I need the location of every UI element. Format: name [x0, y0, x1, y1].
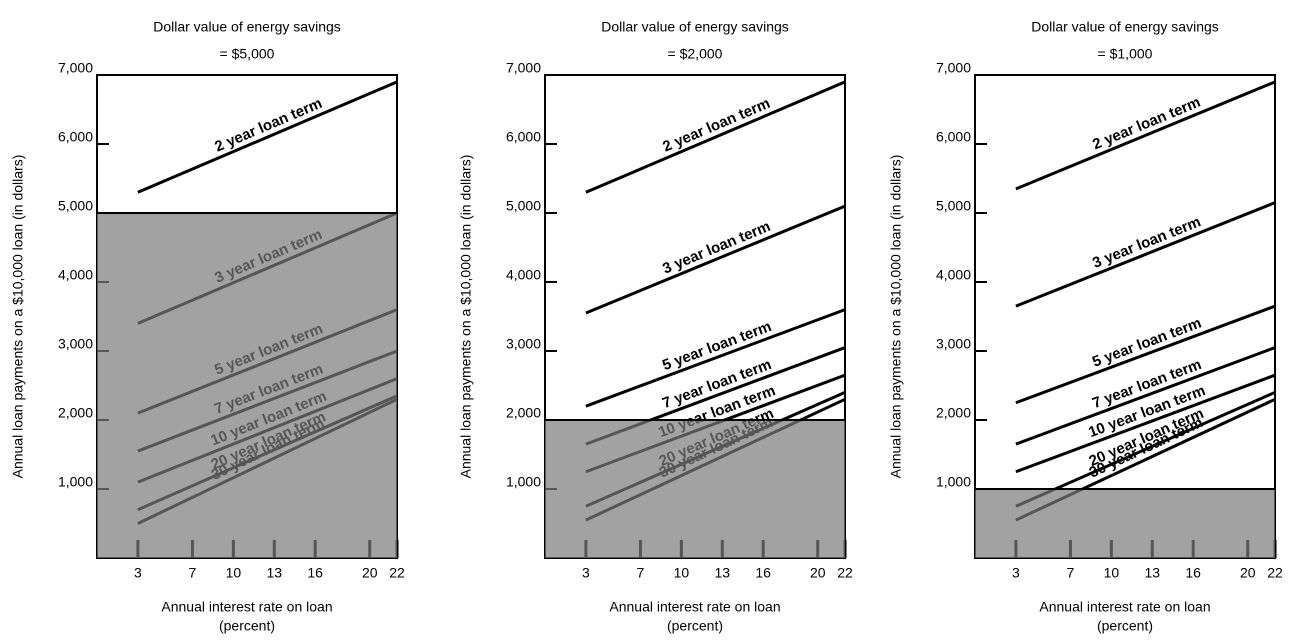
series-label: 3 year loan term — [1090, 213, 1203, 271]
y-tick-label: 4,000 — [936, 267, 971, 283]
y-tick-label: 6,000 — [936, 129, 971, 145]
x-tick-label: 7 — [637, 565, 645, 581]
x-tick-label: 20 — [810, 565, 826, 581]
x-axis-label: Annual interest rate on loan — [161, 599, 332, 615]
series-label: 2 year loan term — [660, 95, 773, 156]
y-axis-label: Annual loan payments on a $10,000 loan (… — [458, 155, 474, 479]
x-tick-label: 16 — [755, 565, 771, 581]
loan-line — [585, 80, 846, 194]
savings-shade — [97, 213, 397, 558]
y-tick-label: 2,000 — [58, 405, 93, 421]
y-tick-label: 1,000 — [936, 474, 971, 490]
savings-shade — [975, 489, 1275, 558]
x-tick-label: 20 — [1240, 565, 1256, 581]
y-tick-label: 2,000 — [936, 405, 971, 421]
x-tick-label: 13 — [714, 565, 730, 581]
x-tick-label: 13 — [266, 565, 282, 581]
x-tick-label: 3 — [1012, 565, 1020, 581]
series-label: 3 year loan term — [660, 218, 773, 278]
title: Dollar value of energy savings — [1031, 19, 1219, 35]
x-tick-label: 10 — [1104, 565, 1120, 581]
y-axis-label: Annual loan payments on a $10,000 loan (… — [888, 155, 904, 479]
x-tick-label: 3 — [134, 565, 142, 581]
x-axis-unit: (percent) — [667, 618, 723, 634]
x-axis-unit: (percent) — [219, 618, 275, 634]
x-tick-label: 16 — [1185, 565, 1201, 581]
savings-label: = $1,000 — [1098, 46, 1153, 62]
x-tick-label: 10 — [674, 565, 690, 581]
loan-line — [1015, 304, 1276, 405]
savings-label: = $5,000 — [220, 46, 275, 62]
y-tick-label: 1,000 — [506, 474, 541, 490]
x-axis-label: Annual interest rate on loan — [609, 599, 780, 615]
y-tick-label: 7,000 — [58, 60, 93, 76]
y-tick-label: 1,000 — [58, 474, 93, 490]
y-tick-label: 3,000 — [936, 336, 971, 352]
title: Dollar value of energy savings — [601, 19, 789, 35]
x-tick-label: 7 — [189, 565, 197, 581]
loan-line — [585, 308, 846, 408]
y-axis-label: Annual loan payments on a $10,000 loan (… — [10, 155, 26, 479]
savings-label: = $2,000 — [668, 46, 723, 62]
y-tick-label: 3,000 — [506, 336, 541, 352]
x-tick-label: 13 — [1144, 565, 1160, 581]
loan-line — [1015, 80, 1276, 191]
series-label: 2 year loan term — [1090, 94, 1203, 154]
series-label: 2 year loan term — [212, 95, 325, 156]
y-tick-label: 2,000 — [506, 405, 541, 421]
x-tick-label: 10 — [226, 565, 242, 581]
x-axis-label: Annual interest rate on loan — [1039, 599, 1210, 615]
x-tick-label: 3 — [582, 565, 590, 581]
plot-frame — [974, 74, 1276, 559]
y-tick-label: 5,000 — [506, 198, 541, 214]
x-tick-label: 20 — [362, 565, 378, 581]
y-tick-label: 3,000 — [58, 336, 93, 352]
y-tick-label: 7,000 — [936, 60, 971, 76]
loan-line — [137, 80, 398, 194]
title: Dollar value of energy savings — [153, 19, 341, 35]
y-tick-label: 5,000 — [936, 198, 971, 214]
x-tick-label: 22 — [837, 565, 853, 581]
x-tick-label: 7 — [1067, 565, 1075, 581]
y-tick-label: 6,000 — [58, 129, 93, 145]
savings-shade — [545, 420, 845, 558]
y-tick-label: 5,000 — [58, 198, 93, 214]
x-axis-unit: (percent) — [1097, 618, 1153, 634]
loan-line — [1015, 201, 1276, 308]
loan-line — [1015, 391, 1276, 508]
x-tick-label: 22 — [1267, 565, 1283, 581]
x-tick-label: 16 — [307, 565, 323, 581]
y-tick-label: 4,000 — [506, 267, 541, 283]
y-tick-label: 4,000 — [58, 267, 93, 283]
loan-line — [1015, 373, 1276, 474]
loan-line — [1015, 346, 1276, 446]
x-tick-label: 22 — [389, 565, 405, 581]
y-tick-label: 6,000 — [506, 129, 541, 145]
loan-line — [585, 204, 846, 315]
y-tick-label: 7,000 — [506, 60, 541, 76]
